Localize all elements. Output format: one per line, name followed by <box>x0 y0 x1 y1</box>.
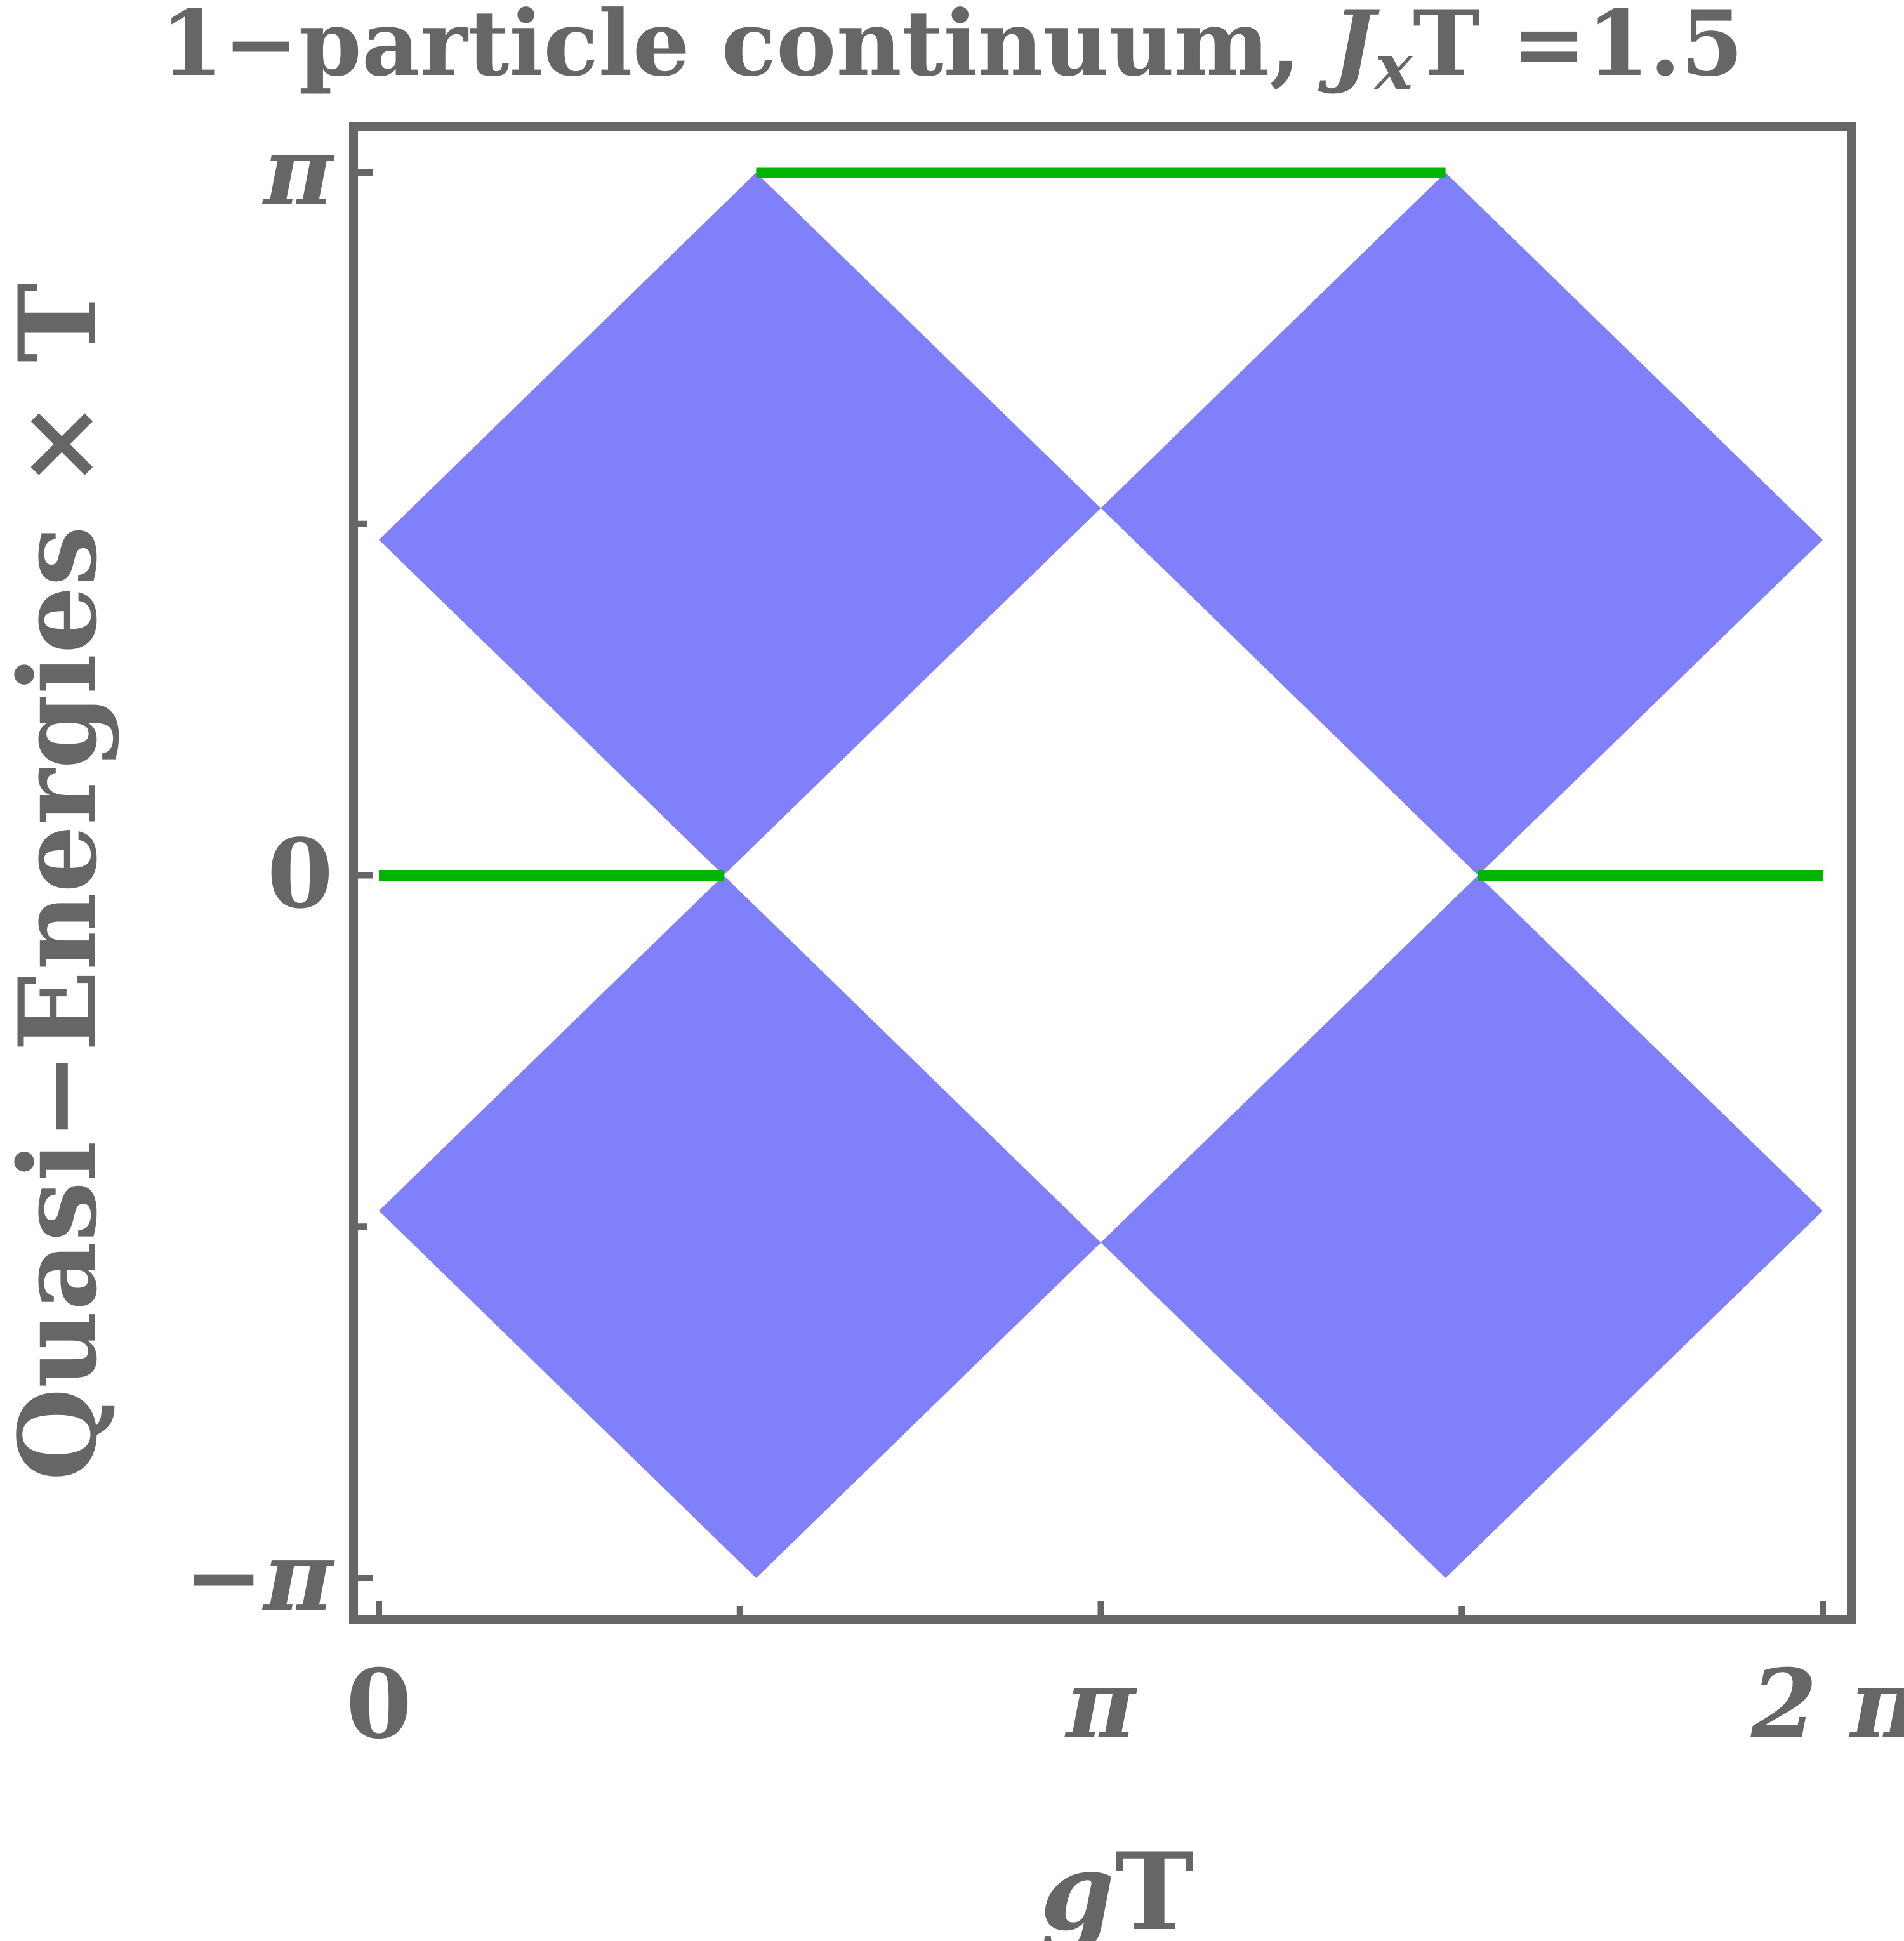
y-axis-title: Quasi−Energies × T <box>0 283 121 1481</box>
continuum-region-4 <box>1101 875 1823 1578</box>
continuum-region-1 <box>379 173 1101 876</box>
continuum-regions <box>379 173 1823 1578</box>
x-tick-label: π <box>1064 1648 1138 1760</box>
x-tick-label: 0 <box>346 1648 412 1760</box>
x-axis-title: gT <box>1040 1829 1194 1941</box>
x-tick-label: 2 π <box>1750 1648 1904 1760</box>
continuum-region-2 <box>1101 173 1823 876</box>
x-axis-title-var: g <box>1040 1829 1114 1941</box>
chart-title-sub: x <box>1373 29 1413 104</box>
y-tick-label: −π <box>184 1521 336 1633</box>
x-axis-title-rest: T <box>1114 1829 1194 1941</box>
continuum-region-3 <box>379 875 1101 1578</box>
y-tick-label: 0 <box>267 819 333 930</box>
edge-lines <box>379 167 1823 881</box>
chart-title-main: 1−particle continuum, <box>161 0 1332 96</box>
chart-title: 1−particle continuum, JxT =1.5 <box>161 0 1743 104</box>
chart-title-rest: T =1.5 <box>1413 0 1743 96</box>
y-tick-label: π <box>261 115 335 227</box>
